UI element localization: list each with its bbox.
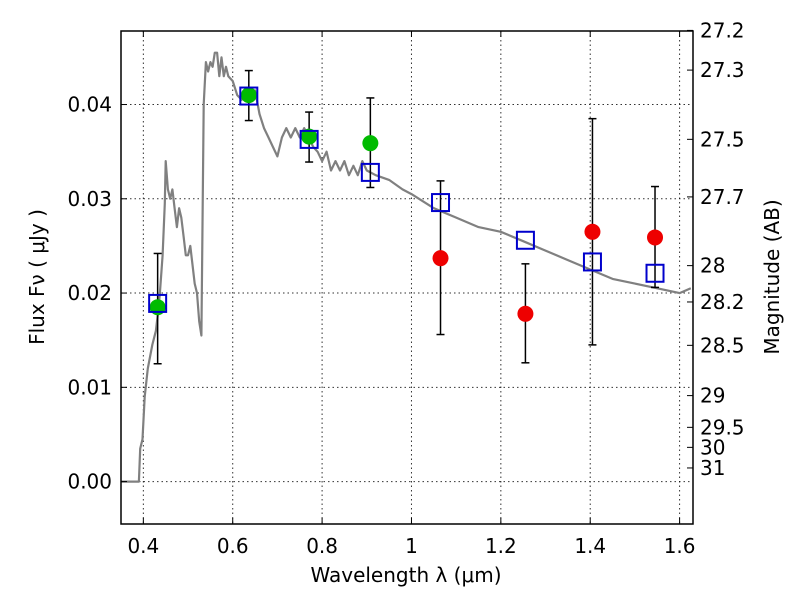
magnitude-tick-label: 30 — [700, 435, 725, 459]
model-square — [239, 86, 259, 106]
magnitude-tick-label: 28 — [700, 254, 725, 278]
model-square — [431, 193, 451, 213]
red-point — [432, 250, 449, 267]
y-tick-label: 0.01 — [67, 375, 112, 399]
magnitude-tick-label: 27.5 — [700, 127, 745, 151]
y-tick-label: 0.00 — [67, 470, 112, 494]
model-square — [360, 162, 380, 182]
model-square — [645, 263, 665, 283]
x-tick-label: 1.2 — [485, 534, 517, 558]
model-square — [582, 252, 602, 272]
x-tick-label: 1.6 — [664, 534, 696, 558]
magnitude-tick-label: 28.5 — [700, 333, 745, 357]
x-tick-label: 0.4 — [127, 534, 159, 558]
magnitude-tick-label: 27.3 — [700, 58, 745, 82]
detected-point — [362, 135, 379, 152]
sed-curve-layer — [121, 51, 692, 483]
x-tick-label: 1.4 — [574, 534, 606, 558]
x-tick-label: 0.6 — [217, 534, 249, 558]
magnitude-tick-label: 29 — [700, 384, 725, 408]
detected-point — [301, 128, 318, 145]
model-square — [515, 230, 535, 250]
detected-points — [149, 87, 379, 316]
red-points — [432, 223, 664, 322]
detected-point — [240, 87, 257, 104]
red-point — [647, 229, 664, 246]
x-axis-label: Wavelength λ (μm) — [310, 563, 501, 587]
y-tick-label: 0.03 — [67, 187, 112, 211]
x-axis-ticks: 0.4 0.6 0.8 1 1.2 1.4 1.6 — [127, 31, 696, 558]
y-axis-ticks: 0.00 0.01 0.02 0.03 0.04 — [67, 93, 127, 494]
magnitude-axis-label: Magnitude (AB) — [760, 199, 784, 354]
plot-frame — [120, 30, 694, 525]
y-axis-label: Flux Fν ( μJy ) — [25, 209, 49, 345]
y-tick-label: 0.02 — [67, 281, 112, 305]
sed-curve — [121, 51, 692, 483]
grid — [121, 31, 693, 524]
x-tick-label: 0.8 — [306, 534, 338, 558]
model-square — [299, 129, 319, 149]
error-bars — [153, 69, 660, 365]
y-tick-label: 0.04 — [67, 93, 112, 117]
magnitude-tick-label: 28.2 — [700, 290, 745, 314]
magnitude-tick-label: 29.5 — [700, 415, 745, 439]
red-point — [517, 305, 534, 322]
magnitude-tick-label: 31 — [700, 456, 725, 480]
magnitude-tick-label: 27.7 — [700, 185, 745, 209]
magnitude-tick-label: 27.2 — [700, 18, 745, 42]
x-tick-label: 1 — [405, 534, 418, 558]
model-squares — [148, 86, 665, 313]
red-point — [584, 223, 601, 240]
model-square — [148, 293, 168, 313]
